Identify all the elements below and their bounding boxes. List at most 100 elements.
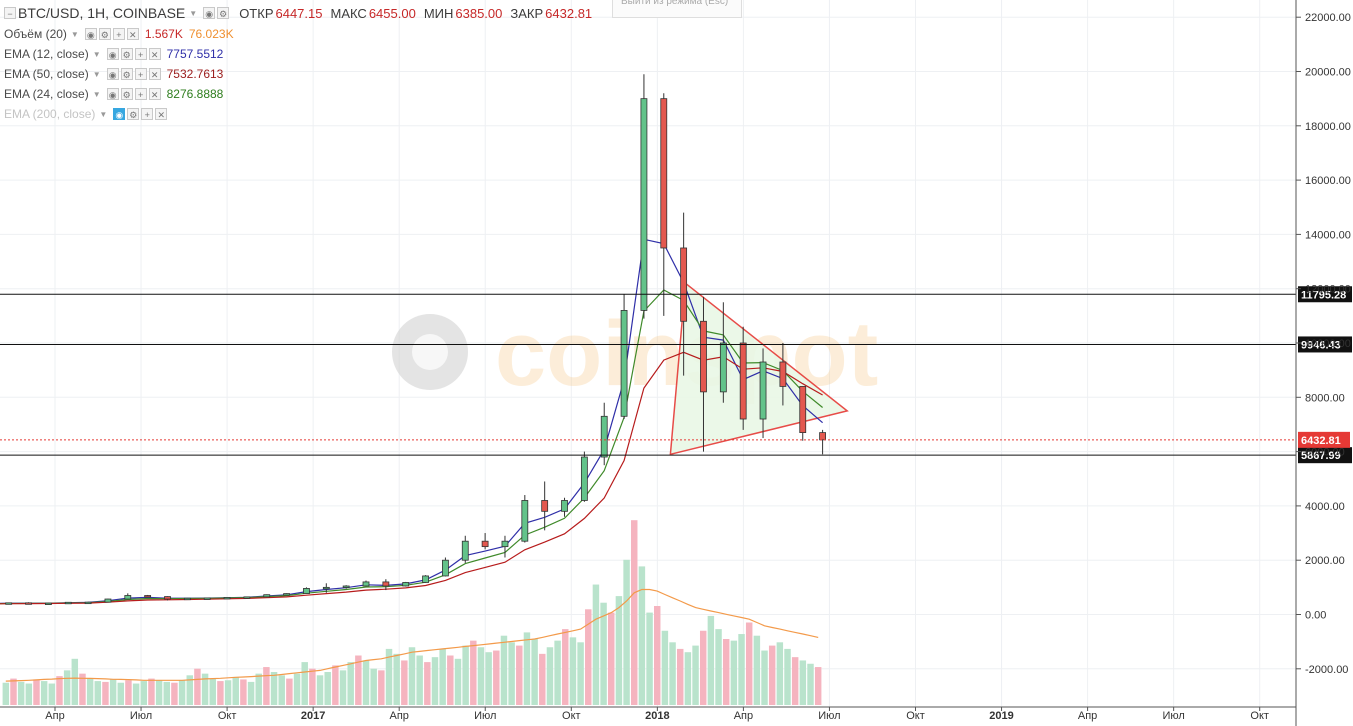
indicator-row-ema200[interactable]: EMA (200, close) ▼ ◉ ⚙ + ✕ bbox=[4, 105, 169, 123]
candle-body bbox=[521, 500, 529, 542]
chevron-down-icon[interactable]: ▼ bbox=[92, 89, 101, 99]
level-label: 11795.28 bbox=[1301, 289, 1346, 301]
volume-bar bbox=[240, 679, 247, 705]
symbol-title[interactable]: BTC/USD, 1Н, COINBASE bbox=[18, 5, 186, 21]
plus-icon[interactable]: + bbox=[134, 48, 147, 60]
candle-body bbox=[719, 342, 727, 393]
gear-icon[interactable]: ⚙ bbox=[98, 28, 111, 40]
eye-icon[interactable]: ◉ bbox=[203, 7, 216, 19]
volume-bar bbox=[217, 681, 224, 705]
ohlc-close-label: ЗАКР bbox=[510, 5, 544, 21]
close-icon[interactable]: ✕ bbox=[148, 88, 161, 100]
collapse-icon[interactable]: − bbox=[4, 7, 16, 19]
chevron-down-icon[interactable]: ▼ bbox=[92, 49, 101, 59]
indicator-name[interactable]: EMA (24, close) bbox=[4, 87, 89, 101]
gear-icon[interactable]: ⚙ bbox=[127, 108, 140, 120]
ohlc-open-value: 6447.15 bbox=[275, 5, 323, 21]
indicator-value: 7757.5512 bbox=[166, 47, 224, 61]
volume-bar bbox=[623, 559, 630, 705]
eye-icon[interactable]: ◉ bbox=[106, 88, 119, 100]
candle-body bbox=[580, 456, 588, 501]
gear-icon[interactable]: ⚙ bbox=[120, 48, 133, 60]
candle-body bbox=[263, 594, 271, 598]
ohlc-high-value: 6455.00 bbox=[368, 5, 416, 21]
chevron-down-icon[interactable]: ▼ bbox=[189, 8, 198, 18]
gear-icon[interactable]: ⚙ bbox=[120, 68, 133, 80]
y-tick-label: 10000.00 bbox=[1305, 338, 1351, 350]
candlestick-series bbox=[5, 74, 826, 605]
volume-bar bbox=[48, 683, 56, 705]
eye-icon[interactable]: ◉ bbox=[106, 68, 119, 80]
ohlc-high-label: МАКС bbox=[330, 5, 367, 21]
gear-icon[interactable]: ⚙ bbox=[120, 88, 133, 100]
eye-icon[interactable]: ◉ bbox=[106, 48, 119, 60]
indicator-value-ma: 76.023K bbox=[188, 27, 234, 41]
volume-bar bbox=[776, 642, 784, 705]
volume-bar bbox=[676, 648, 684, 705]
x-tick-label: Окт bbox=[218, 710, 237, 722]
chevron-down-icon[interactable]: ▼ bbox=[92, 69, 101, 79]
horizontal-levels[interactable]: 11795.28 9946.43 5867.99 6432.81 bbox=[0, 286, 1352, 464]
volume-bar bbox=[362, 660, 370, 705]
y-tick-label: 18000.00 bbox=[1305, 121, 1351, 133]
volume-bar bbox=[654, 606, 661, 705]
indicator-name[interactable]: EMA (200, close) bbox=[4, 107, 96, 121]
indicator-name[interactable]: Объём (20) bbox=[4, 27, 67, 41]
volume-bar bbox=[194, 668, 201, 705]
time-axis[interactable]: Апр Июл Окт 2017 Апр Июл Окт 2018 Апр Июл Окт 2019 А… bbox=[0, 706, 1296, 722]
price-axis[interactable]: 22000.00 20000.00 18000.00 16000.00 14000.00… bbox=[1295, 0, 1351, 726]
plus-icon[interactable]: + bbox=[141, 108, 154, 120]
plus-icon[interactable]: + bbox=[112, 28, 125, 40]
y-tick-label: 0.00 bbox=[1305, 610, 1326, 622]
x-tick-label: Апр bbox=[1078, 710, 1097, 722]
volume-bar bbox=[615, 596, 623, 705]
volume-bar bbox=[347, 662, 354, 705]
candle-body bbox=[799, 386, 807, 433]
volume-bar bbox=[408, 647, 416, 705]
close-icon[interactable]: ✕ bbox=[148, 48, 161, 60]
volume-bar bbox=[355, 655, 362, 705]
indicator-row-ema12[interactable]: EMA (12, close) ▼ ◉ ⚙ + ✕ 7757.5512 bbox=[4, 45, 223, 63]
close-icon[interactable]: ✕ bbox=[126, 28, 139, 40]
last-price-label: 6432.81 bbox=[1301, 435, 1341, 447]
volume-bar bbox=[523, 632, 531, 705]
volume-bar bbox=[286, 678, 293, 705]
volume-bar bbox=[485, 652, 492, 705]
candle-body bbox=[342, 585, 350, 588]
close-icon[interactable]: ✕ bbox=[148, 68, 161, 80]
volume-bar bbox=[462, 645, 469, 705]
x-tick-label: Апр bbox=[45, 710, 64, 722]
indicator-row-volume[interactable]: Объём (20) ▼ ◉ ⚙ + ✕ 1.567K 76.023K bbox=[4, 25, 234, 43]
volume-bar bbox=[784, 648, 791, 705]
volume-bar bbox=[477, 647, 485, 705]
gear-icon[interactable]: ⚙ bbox=[217, 7, 230, 19]
chevron-down-icon[interactable]: ▼ bbox=[70, 29, 79, 39]
indicator-name[interactable]: EMA (12, close) bbox=[4, 47, 89, 61]
candle-body bbox=[739, 342, 747, 420]
x-tick-label: Окт bbox=[562, 710, 581, 722]
volume-bar bbox=[309, 668, 316, 705]
indicator-row-ema24[interactable]: EMA (24, close) ▼ ◉ ⚙ + ✕ 8276.8888 bbox=[4, 85, 223, 103]
y-tick-label: 20000.00 bbox=[1305, 67, 1351, 79]
candle-body bbox=[362, 581, 370, 587]
eye-hidden-icon[interactable]: ◉ bbox=[113, 108, 126, 120]
chevron-down-icon[interactable]: ▼ bbox=[99, 109, 108, 119]
indicator-row-ema50[interactable]: EMA (50, close) ▼ ◉ ⚙ + ✕ 7532.7613 bbox=[4, 65, 223, 83]
volume-bar bbox=[117, 682, 125, 705]
volume-bar bbox=[324, 672, 331, 705]
plus-icon[interactable]: + bbox=[134, 68, 147, 80]
candle-body bbox=[481, 540, 489, 548]
indicator-value: 7532.7613 bbox=[166, 67, 224, 81]
volume-bar bbox=[814, 667, 822, 705]
level-label-bg bbox=[1298, 336, 1352, 353]
eye-icon[interactable]: ◉ bbox=[84, 28, 97, 40]
volume-bar bbox=[339, 670, 347, 705]
volume-bar bbox=[33, 679, 40, 705]
x-tick-label: Июл bbox=[130, 710, 152, 722]
volume-bar bbox=[738, 634, 745, 705]
close-icon[interactable]: ✕ bbox=[155, 108, 168, 120]
indicator-name[interactable]: EMA (50, close) bbox=[4, 67, 89, 81]
plus-icon[interactable]: + bbox=[134, 88, 147, 100]
volume-bar bbox=[86, 678, 94, 705]
